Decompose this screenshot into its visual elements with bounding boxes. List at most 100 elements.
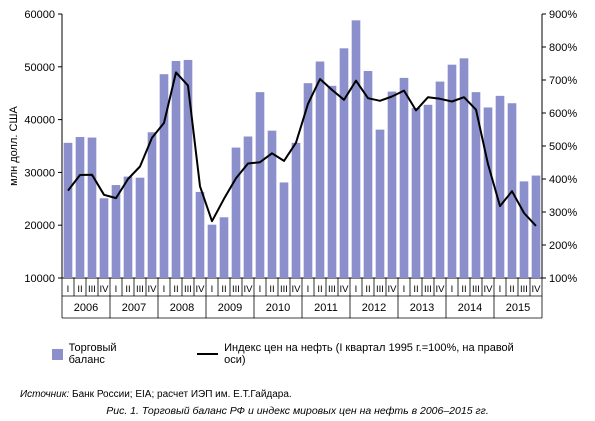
bar (483, 107, 493, 279)
year-label: 2015 (506, 302, 530, 314)
figure-caption: Рис. 1. Торговый баланс РФ и индекс миро… (106, 405, 489, 417)
y-axis-label: млн долл. США (8, 105, 20, 185)
bar (147, 132, 157, 278)
year-label: 2012 (362, 302, 386, 314)
quarter-label: II (77, 284, 82, 295)
year-label: 2008 (170, 302, 194, 314)
y-tick-label: 20000 (24, 220, 55, 232)
legend: Торговый баланс Индекс цен на нефть (I к… (52, 342, 572, 366)
bar (75, 137, 85, 278)
year-label: 2006 (74, 302, 98, 314)
quarter-label: IV (532, 284, 542, 295)
quarter-label: II (317, 284, 322, 295)
quarter-label: IV (436, 284, 446, 295)
bar (375, 129, 385, 278)
y-tick-label: 60000 (24, 9, 55, 21)
y2-tick-label: 100% (549, 273, 577, 285)
bar (111, 185, 121, 278)
source-text: Банк России; EIA; расчет ИЭП им. Е.Т.Гай… (69, 389, 292, 400)
quarter-label: I (355, 284, 358, 295)
quarter-label: I (67, 284, 70, 295)
y2-tick-label: 400% (549, 174, 577, 186)
bar (495, 95, 505, 278)
y2-tick-label: 200% (549, 240, 577, 252)
bar (411, 107, 421, 278)
bar (447, 64, 457, 278)
oil-index-line (67, 71, 537, 227)
year-label: 2009 (218, 302, 242, 314)
quarter-label: II (173, 284, 178, 295)
year-label: 2014 (458, 302, 482, 314)
quarter-label: IV (388, 284, 398, 295)
legend-item-trade-balance: Торговый баланс (52, 342, 153, 366)
quarter-label: I (403, 284, 406, 295)
bar (291, 142, 301, 278)
bar (363, 71, 373, 278)
bar (87, 137, 97, 278)
bar (231, 147, 241, 278)
quarter-label: III (280, 284, 288, 295)
quarter-label: III (136, 284, 144, 295)
year-label: 2011 (314, 302, 338, 314)
legend-swatch-bar (52, 348, 63, 360)
legend-label-oil-index: Индекс цен на нефть (I квартал 1995 г.=1… (224, 342, 514, 366)
quarter-label: II (413, 284, 418, 295)
y2-tick-label: 900% (549, 9, 577, 21)
quarter-label: III (472, 284, 480, 295)
bar (471, 92, 481, 278)
y2-tick-label: 600% (549, 108, 577, 120)
quarter-label: II (509, 284, 514, 295)
bar (339, 48, 349, 278)
year-label: 2010 (266, 302, 290, 314)
y2-tick-label: 500% (549, 141, 577, 153)
quarter-label: IV (196, 284, 206, 295)
quarter-label: I (499, 284, 502, 295)
bar (303, 83, 313, 278)
y2-tick-label: 300% (549, 207, 577, 219)
quarter-label: I (451, 284, 454, 295)
quarter-label: I (115, 284, 118, 295)
bar (195, 191, 205, 278)
bar (399, 77, 409, 278)
bar (435, 81, 445, 278)
y-tick-label: 10000 (24, 273, 55, 285)
legend-label-trade-balance: Торговый баланс (68, 342, 117, 366)
quarter-label: III (88, 284, 96, 295)
legend-swatch-line (196, 353, 219, 355)
bar (99, 198, 109, 278)
bar (159, 74, 169, 278)
bar (315, 61, 325, 278)
bar (279, 182, 289, 278)
bar (531, 175, 541, 278)
bar (207, 224, 217, 278)
bar (351, 20, 361, 279)
quarter-label: II (461, 284, 466, 295)
source-note: Источник: Банк России; EIA; расчет ИЭП и… (20, 389, 292, 400)
y-tick-label: 50000 (24, 62, 55, 74)
bar (327, 85, 337, 278)
quarter-label: II (221, 284, 226, 295)
quarter-label: I (259, 284, 262, 295)
bar (135, 177, 145, 278)
quarter-label: III (232, 284, 240, 295)
bar (63, 142, 73, 278)
quarter-label: IV (484, 284, 494, 295)
bar (459, 58, 469, 278)
y2-tick-label: 800% (549, 42, 577, 54)
quarter-label: I (163, 284, 166, 295)
quarter-label: II (125, 284, 130, 295)
quarter-label: III (520, 284, 528, 295)
y-tick-label: 30000 (24, 167, 55, 179)
quarter-label: IV (148, 284, 158, 295)
bar (519, 181, 529, 278)
chart: 10000 20000 30000 40000 50000 60000 100% 200% 30… (8, 9, 577, 319)
year-label: 2007 (122, 302, 146, 314)
source-prefix: Источник: (20, 389, 70, 400)
bar (423, 104, 433, 278)
quarter-label: IV (100, 284, 110, 295)
bar (267, 130, 277, 278)
quarter-label: III (376, 284, 384, 295)
quarter-label: I (307, 284, 310, 295)
legend-item-oil-index: Индекс цен на нефть (I квартал 1995 г.=1… (196, 342, 528, 366)
quarter-label: III (424, 284, 432, 295)
